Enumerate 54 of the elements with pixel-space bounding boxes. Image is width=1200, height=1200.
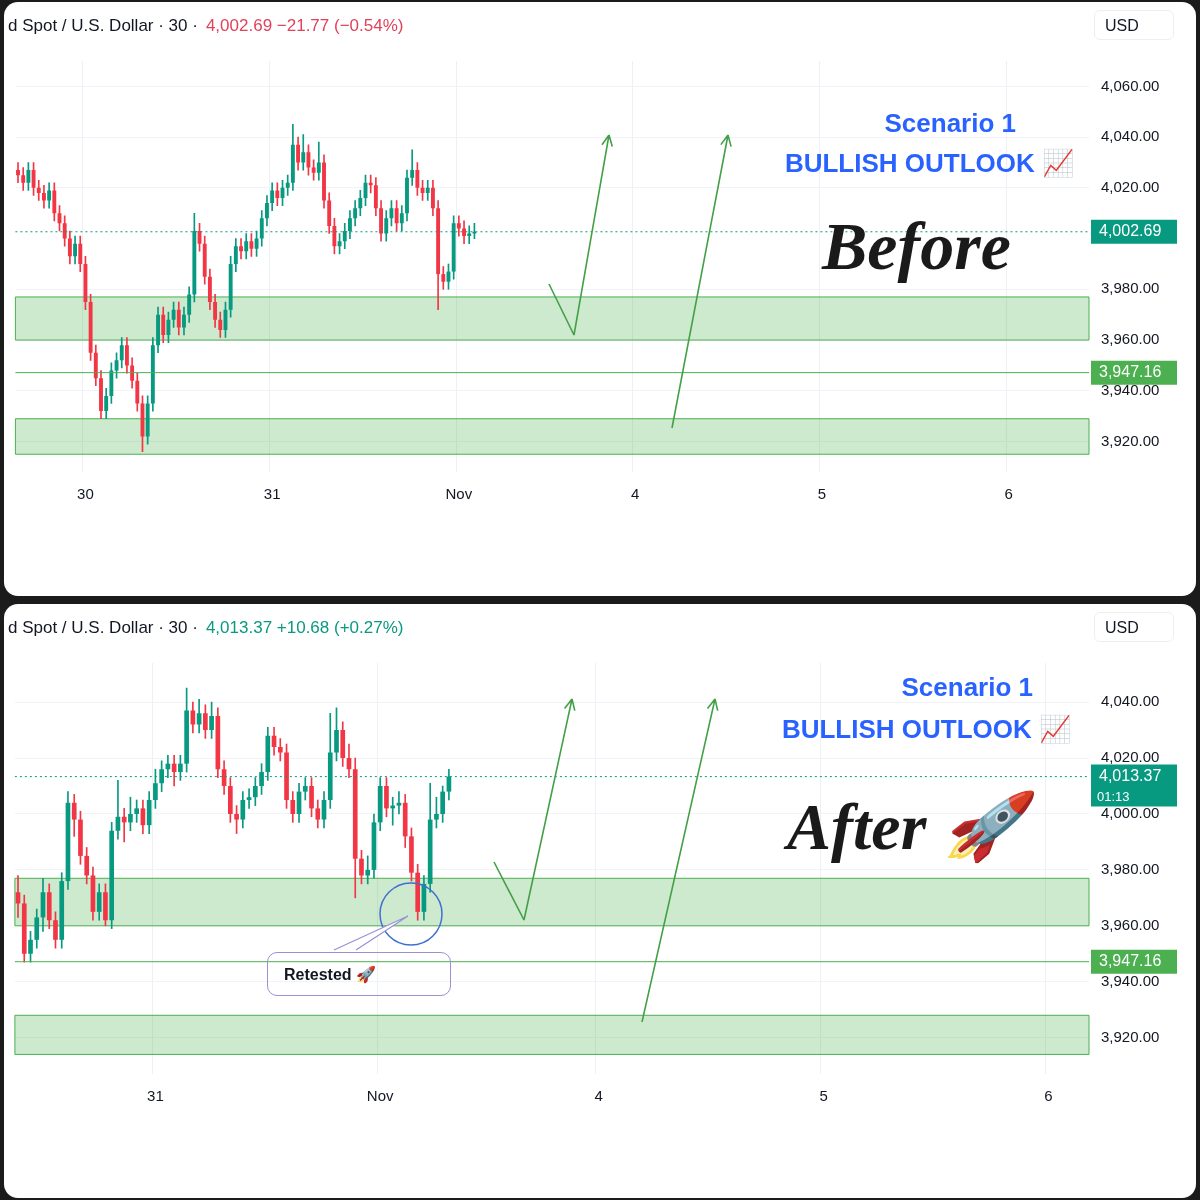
y-tick-label: 3,920.00 bbox=[1101, 1027, 1160, 1045]
y-tick-label: 4,040.00 bbox=[1101, 692, 1160, 710]
y-axis-title: USD bbox=[1094, 612, 1174, 642]
y-tick-label: 3,940.00 bbox=[1101, 380, 1160, 398]
x-tick-label: Nov bbox=[445, 485, 473, 503]
x-tick-label: 6 bbox=[1004, 485, 1013, 503]
candlestick bbox=[239, 238, 243, 260]
x-tick-label: 31 bbox=[147, 1087, 164, 1105]
annotation: Scenario 1 bbox=[884, 108, 1016, 139]
x-tick-label: 4 bbox=[631, 485, 640, 503]
y-tick-label: 4,000.00 bbox=[1101, 804, 1160, 822]
candlestick bbox=[246, 788, 252, 809]
x-tick-label: Nov bbox=[366, 1087, 395, 1105]
candlestick bbox=[456, 215, 461, 237]
y-tick-label: 3,960.00 bbox=[1101, 330, 1160, 348]
ref-line-label: 3,947.16 bbox=[1099, 952, 1162, 970]
y-axis-title: USD bbox=[1094, 10, 1174, 40]
x-tick-label: 4 bbox=[594, 1087, 603, 1105]
candlestick bbox=[365, 855, 371, 885]
candlestick bbox=[121, 808, 127, 843]
candlestick bbox=[36, 179, 41, 201]
candlestick bbox=[425, 179, 430, 201]
y-tick-label: 3,960.00 bbox=[1101, 915, 1160, 933]
annotation: BULLISH OUTLOOK 📈 bbox=[784, 148, 1074, 179]
candlestick bbox=[16, 162, 20, 184]
x-tick-label: 5 bbox=[817, 485, 827, 503]
y-tick-label: 3,980.00 bbox=[1101, 860, 1160, 878]
y-tick-label: 4,040.00 bbox=[1101, 127, 1160, 145]
x-tick-label: 6 bbox=[1044, 1087, 1053, 1105]
x-tick-label: 31 bbox=[263, 485, 281, 503]
y-tick-label: 4,020.00 bbox=[1101, 748, 1160, 766]
candlestick bbox=[277, 738, 283, 762]
annotation: BULLISH OUTLOOK 📈 bbox=[781, 714, 1071, 745]
ref-line-label: 3,947.16 bbox=[1099, 363, 1162, 381]
candlestick bbox=[396, 791, 402, 815]
y-tick-label: 4,020.00 bbox=[1101, 177, 1160, 195]
candlestick bbox=[285, 174, 290, 196]
y-tick-label: 3,980.00 bbox=[1101, 279, 1160, 297]
y-tick-label: 3,920.00 bbox=[1101, 431, 1160, 449]
annotation: Before bbox=[822, 207, 1011, 286]
chart-subtitle: 4,002.69 −21.77 (−0.54%) bbox=[205, 16, 404, 35]
y-tick-label: 4,060.00 bbox=[1101, 76, 1160, 94]
chart-subtitle: 4,013.37 +10.68 (+0.27%) bbox=[205, 618, 404, 637]
chart-title: d Spot / U.S. Dollar · 30 · bbox=[8, 16, 198, 35]
x-tick-label: 5 bbox=[819, 1087, 828, 1105]
text: 01:13 bbox=[1097, 789, 1130, 805]
annotation: Scenario 1 bbox=[901, 672, 1033, 703]
x-tick-label: 30 bbox=[77, 485, 94, 503]
ref-line-label: 4,002.69 bbox=[1099, 222, 1162, 240]
ref-line-label: 4,013.37 bbox=[1099, 767, 1162, 784]
y-tick-label: 3,940.00 bbox=[1101, 971, 1160, 989]
chart-title: d Spot / U.S. Dollar · 30 · bbox=[8, 618, 198, 637]
annotation: Retested 🚀 bbox=[267, 952, 451, 996]
candlestick bbox=[410, 149, 415, 186]
